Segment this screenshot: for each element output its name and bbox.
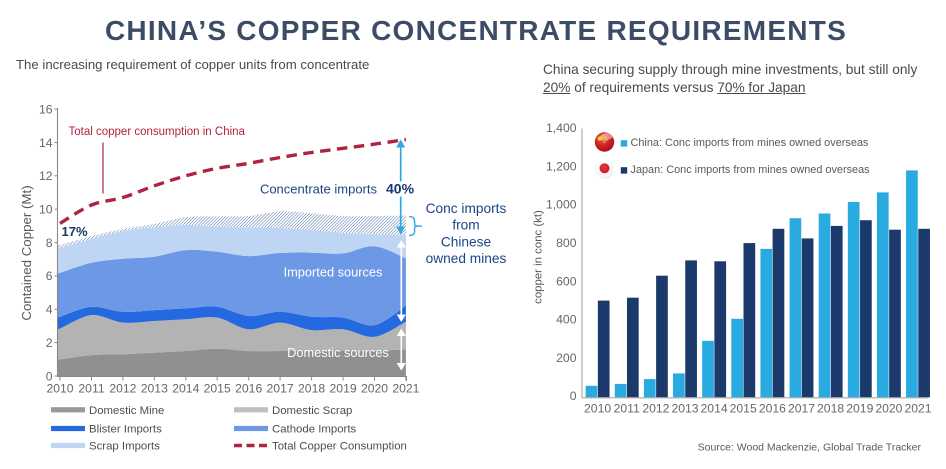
svg-text:from: from bbox=[452, 218, 479, 233]
svg-text:Source: Wood Mackenzie, Global: Source: Wood Mackenzie, Global Trade Tra… bbox=[698, 442, 922, 454]
svg-text:200: 200 bbox=[556, 351, 577, 365]
svg-text:2016: 2016 bbox=[759, 402, 786, 416]
svg-text:Imported sources: Imported sources bbox=[284, 265, 383, 280]
svg-text:Total Copper Consumption: Total Copper Consumption bbox=[272, 441, 407, 453]
svg-text:1,200: 1,200 bbox=[546, 159, 577, 173]
svg-text:6: 6 bbox=[46, 269, 53, 283]
svg-text:17%: 17% bbox=[62, 224, 88, 239]
svg-text:1,400: 1,400 bbox=[546, 121, 577, 135]
svg-text:2015: 2015 bbox=[730, 402, 757, 416]
svg-text:10: 10 bbox=[39, 203, 53, 217]
svg-text:Cathode Imports: Cathode Imports bbox=[272, 424, 357, 436]
svg-text:2012: 2012 bbox=[109, 381, 136, 395]
svg-text:2011: 2011 bbox=[78, 381, 104, 395]
svg-text:Domestic Scrap: Domestic Scrap bbox=[272, 405, 352, 417]
svg-text:Concentrate imports: Concentrate imports bbox=[260, 182, 378, 197]
svg-text:Total copper consumption in Ch: Total copper consumption in China bbox=[69, 126, 246, 138]
svg-text:1,000: 1,000 bbox=[546, 198, 577, 212]
svg-text:2012: 2012 bbox=[642, 402, 669, 416]
svg-text:2019: 2019 bbox=[846, 402, 873, 416]
svg-text:8: 8 bbox=[46, 236, 53, 250]
svg-text:2017: 2017 bbox=[267, 381, 294, 395]
svg-text:12: 12 bbox=[39, 169, 53, 183]
svg-text:China: Conc imports from mines: China: Conc imports from mines owned ove… bbox=[631, 137, 869, 149]
svg-text:2020: 2020 bbox=[875, 402, 902, 416]
svg-text:2018: 2018 bbox=[817, 402, 844, 416]
svg-text:Contained Copper (Mt): Contained Copper (Mt) bbox=[19, 185, 34, 320]
svg-text:4: 4 bbox=[46, 303, 53, 317]
svg-text:0: 0 bbox=[46, 369, 53, 383]
svg-text:2013: 2013 bbox=[671, 402, 698, 416]
svg-text:2021: 2021 bbox=[904, 402, 931, 416]
svg-text:2011: 2011 bbox=[614, 402, 640, 416]
svg-text:2015: 2015 bbox=[204, 381, 231, 395]
svg-text:Domestic Mine: Domestic Mine bbox=[89, 405, 164, 417]
svg-text:2014: 2014 bbox=[172, 381, 199, 395]
svg-text:16: 16 bbox=[39, 102, 53, 116]
svg-text:0: 0 bbox=[570, 389, 577, 403]
svg-text:Conc imports: Conc imports bbox=[426, 201, 507, 216]
svg-text:400: 400 bbox=[556, 313, 577, 327]
svg-text:2013: 2013 bbox=[141, 381, 168, 395]
svg-text:owned mines: owned mines bbox=[426, 251, 507, 266]
svg-text:Blister Imports: Blister Imports bbox=[89, 424, 162, 436]
svg-text:2: 2 bbox=[46, 336, 53, 350]
svg-text:2021: 2021 bbox=[392, 381, 419, 395]
svg-text:2010: 2010 bbox=[46, 381, 73, 395]
svg-text:2014: 2014 bbox=[701, 402, 728, 416]
svg-text:Scrap Imports: Scrap Imports bbox=[89, 441, 160, 453]
svg-text:2016: 2016 bbox=[235, 381, 262, 395]
svg-text:Chinese: Chinese bbox=[441, 234, 491, 249]
svg-text:2010: 2010 bbox=[584, 402, 611, 416]
svg-text:2020: 2020 bbox=[361, 381, 388, 395]
svg-text:copper in conc (kt): copper in conc (kt) bbox=[533, 210, 545, 304]
svg-text:Japan: Conc imports from mines: Japan: Conc imports from mines owned ove… bbox=[631, 164, 871, 176]
svg-text:2018: 2018 bbox=[298, 381, 325, 395]
svg-text:600: 600 bbox=[556, 274, 577, 288]
svg-text:14: 14 bbox=[39, 136, 53, 150]
svg-text:2017: 2017 bbox=[788, 402, 815, 416]
svg-text:800: 800 bbox=[556, 236, 577, 250]
svg-text:40%: 40% bbox=[386, 181, 415, 197]
svg-text:2019: 2019 bbox=[330, 381, 357, 395]
svg-text:Domestic sources: Domestic sources bbox=[287, 345, 389, 360]
